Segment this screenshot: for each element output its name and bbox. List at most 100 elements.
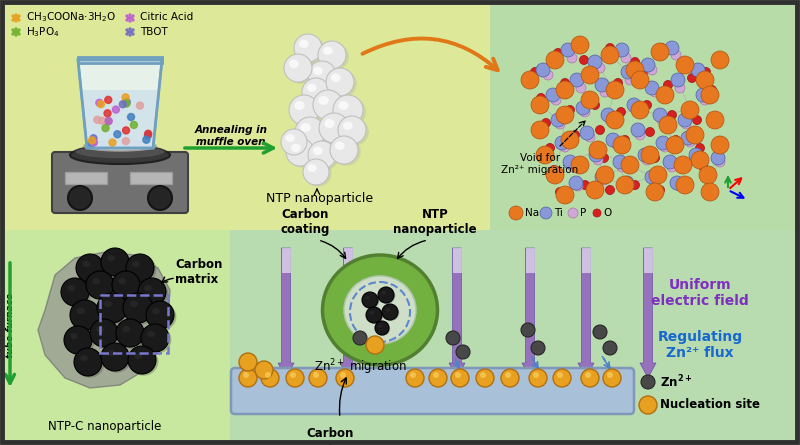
Ellipse shape [286,56,315,84]
Circle shape [366,307,382,323]
Bar [100,295,168,353]
Circle shape [553,369,571,387]
Circle shape [715,157,725,167]
FancyArrow shape [578,248,594,378]
Circle shape [456,345,470,359]
Circle shape [645,81,659,95]
Circle shape [446,331,460,345]
FancyArrow shape [340,248,356,378]
Circle shape [590,101,599,109]
Circle shape [561,131,579,149]
Circle shape [330,136,358,164]
Circle shape [659,116,677,134]
Circle shape [294,34,322,62]
Circle shape [289,95,319,125]
Circle shape [94,116,101,123]
FancyArrow shape [449,248,465,378]
Circle shape [674,181,684,191]
Ellipse shape [142,326,171,354]
Circle shape [122,94,129,101]
Circle shape [15,17,17,19]
Ellipse shape [295,36,325,64]
Ellipse shape [127,256,156,283]
Circle shape [127,17,130,19]
Ellipse shape [287,140,317,168]
Circle shape [536,146,554,164]
Circle shape [15,20,17,22]
Circle shape [126,29,128,31]
Ellipse shape [107,350,115,356]
Circle shape [68,186,92,210]
Text: P: P [580,208,586,218]
Circle shape [651,43,669,61]
Circle shape [130,17,133,19]
Circle shape [561,78,570,88]
Circle shape [455,372,461,378]
Circle shape [671,50,681,60]
Circle shape [536,63,550,77]
Circle shape [64,326,92,354]
Circle shape [105,97,112,103]
Ellipse shape [375,322,390,336]
Ellipse shape [382,291,386,295]
Circle shape [646,183,664,201]
Circle shape [551,113,565,127]
Text: Carbon
coating: Carbon coating [280,208,330,236]
Circle shape [576,101,590,115]
Ellipse shape [313,146,322,155]
Circle shape [556,186,574,204]
Ellipse shape [362,293,379,309]
Circle shape [148,186,172,210]
Circle shape [671,73,685,87]
FancyArrow shape [343,248,353,273]
Circle shape [653,108,667,122]
Circle shape [141,324,169,352]
Circle shape [406,369,424,387]
FancyArrow shape [643,248,653,273]
Circle shape [18,19,20,21]
Ellipse shape [91,321,120,349]
Circle shape [90,135,97,142]
Circle shape [613,136,631,154]
Circle shape [145,132,151,139]
Circle shape [129,31,131,33]
Circle shape [129,28,131,30]
Circle shape [531,96,549,114]
Circle shape [326,68,354,96]
Circle shape [568,162,578,172]
Circle shape [537,93,546,102]
Circle shape [98,117,106,124]
Ellipse shape [338,101,349,110]
Circle shape [105,118,112,125]
Circle shape [18,33,20,35]
Circle shape [480,372,486,378]
Ellipse shape [289,60,298,68]
Bar [0,230,800,445]
Circle shape [382,304,398,320]
Circle shape [129,34,131,36]
Circle shape [286,138,314,166]
Circle shape [624,180,634,190]
Circle shape [663,81,673,89]
Ellipse shape [104,300,112,307]
Circle shape [638,148,652,162]
Circle shape [122,138,130,145]
Circle shape [509,206,523,220]
Circle shape [631,123,645,137]
Circle shape [689,148,703,162]
Ellipse shape [291,144,301,152]
Circle shape [340,372,346,378]
Circle shape [656,86,674,104]
Circle shape [12,15,14,17]
Circle shape [302,78,330,106]
Circle shape [675,161,685,170]
Circle shape [570,73,584,87]
Circle shape [700,95,710,105]
Circle shape [132,29,134,31]
Circle shape [554,49,562,57]
Circle shape [126,15,128,17]
Circle shape [617,108,626,117]
FancyArrow shape [278,248,294,378]
Circle shape [693,116,702,125]
Circle shape [130,121,138,129]
